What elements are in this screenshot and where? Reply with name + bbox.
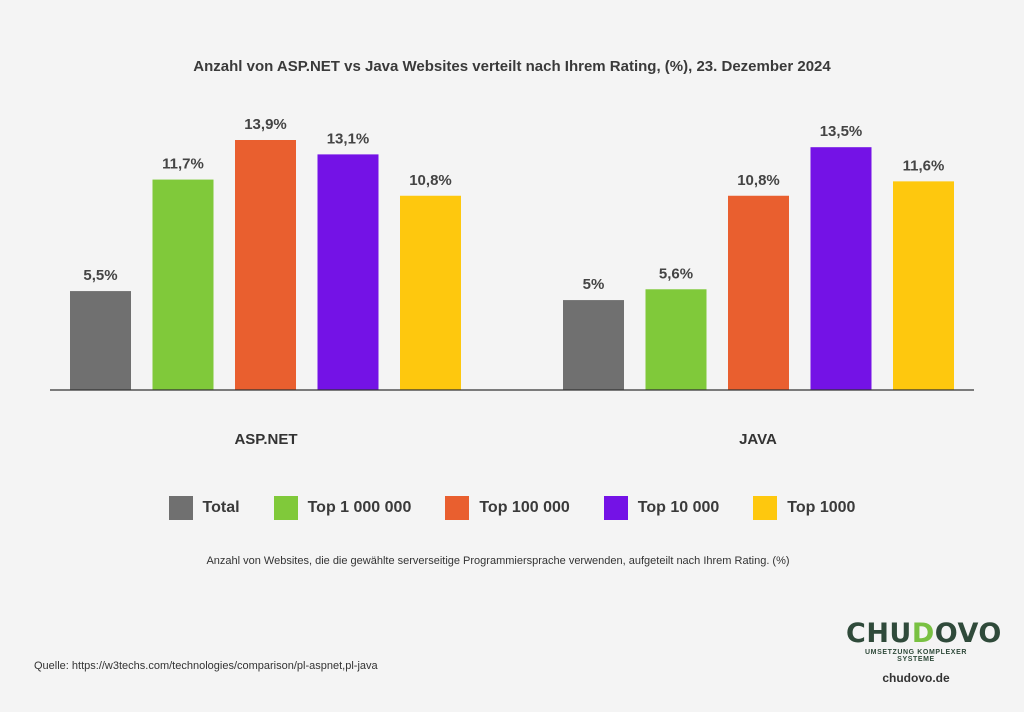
- chart-title: Anzahl von ASP.NET vs Java Websites vert…: [193, 58, 831, 75]
- chudovo-logo[interactable]: CHUDOVO UMSETZUNG KOMPLEXER SYSTEME chud…: [846, 618, 1001, 686]
- legend-item-top-100000: Top 100 000: [445, 496, 570, 520]
- logo-part-1: CHU: [846, 618, 912, 649]
- legend-item-top-10000: Top 10 000: [603, 496, 720, 520]
- legend-label-top-10000: Top 10 000: [637, 499, 720, 516]
- bar-java-top-100-000: [728, 195, 789, 390]
- data-label-java-top-100-000: 10,8%: [737, 172, 780, 189]
- legend: Total Top 1 000 000 Top 100 000 Top 10 0…: [0, 496, 1024, 520]
- legend-swatch-top-100000: [445, 496, 470, 520]
- data-label-java-total: 5%: [583, 276, 605, 293]
- bar-chart: 5,5% 11,7% 13,9% 13,1% 10,8% ASP.NET 5% 5,6% 10,…: [50, 116, 974, 448]
- legend-item-total: Total: [168, 496, 240, 520]
- data-label-java-top-10-000: 13,5%: [820, 123, 863, 140]
- logo-part-3: OVO: [934, 618, 1002, 649]
- legend-label-top-1000000: Top 1 000 000: [307, 499, 412, 516]
- chart-footnote: Anzahl von Websites, die die gewählte se…: [206, 555, 790, 567]
- bar-java-top-1000: [893, 181, 954, 390]
- legend-swatch-total: [168, 496, 193, 520]
- data-label-java-top-1-000-000: 5,6%: [659, 265, 693, 282]
- bar-java-total: [563, 300, 624, 390]
- bar-java-top-1-000-000: [645, 289, 707, 390]
- category-label-asp-net: ASP.NET: [234, 431, 297, 448]
- bar-asp-net-top-100-000: [235, 140, 296, 390]
- logo-url[interactable]: chudovo.de: [882, 671, 950, 685]
- bar-asp-net-top-1000: [400, 195, 461, 390]
- data-label-asp-net-total: 5,5%: [83, 267, 117, 284]
- data-label-asp-net-top-100-000: 13,9%: [244, 116, 287, 133]
- bar-asp-net-top-1-000-000: [152, 179, 214, 390]
- legend-swatch-top-1000000: [273, 496, 298, 520]
- legend-item-top-1000: Top 1000: [753, 496, 855, 520]
- bar-java-top-10-000: [810, 147, 872, 390]
- category-label-java: JAVA: [739, 431, 777, 448]
- legend-swatch-top-1000: [753, 496, 778, 520]
- logo-wordmark: CHUDOVO: [846, 618, 1001, 649]
- source-link[interactable]: Quelle: https://w3techs.com/technologies…: [34, 660, 378, 672]
- legend-label-top-1000: Top 1000: [787, 499, 856, 516]
- data-label-asp-net-top-1000: 10,8%: [409, 172, 452, 189]
- logo-part-2: D: [911, 618, 935, 649]
- data-label-java-top-1000: 11,6%: [903, 157, 945, 174]
- legend-item-top-1000000: Top 1 000 000: [273, 496, 412, 520]
- legend-label-top-100000: Top 100 000: [479, 499, 570, 516]
- logo-tagline: UMSETZUNG KOMPLEXER SYSTEME: [864, 649, 967, 663]
- data-label-asp-net-top-10-000: 13,1%: [327, 130, 370, 147]
- legend-swatch-top-10000: [603, 496, 628, 520]
- bar-asp-net-total: [70, 291, 131, 390]
- bar-asp-net-top-10-000: [317, 154, 379, 390]
- data-label-asp-net-top-1-000-000: 11,7%: [162, 156, 204, 173]
- legend-label-total: Total: [202, 499, 240, 516]
